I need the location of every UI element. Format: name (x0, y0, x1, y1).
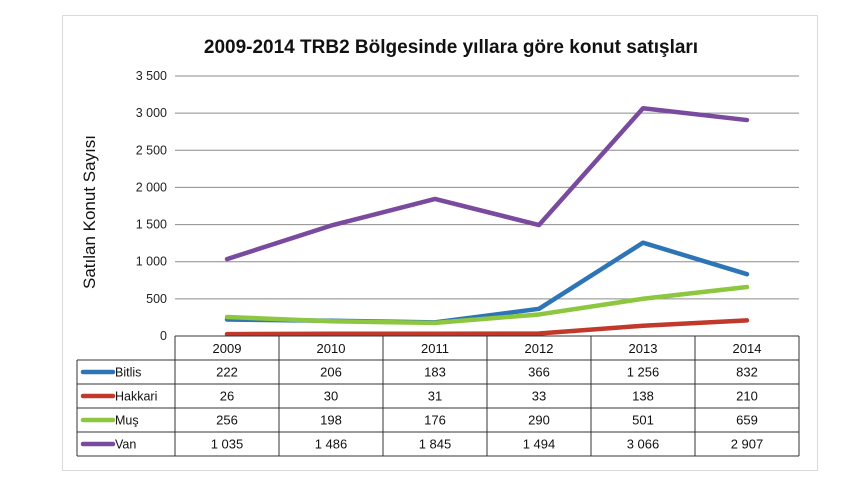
data-label: 210 (736, 389, 758, 404)
data-label: 3 066 (627, 437, 660, 452)
series-line-bitlis (224, 240, 750, 325)
data-label: 222 (216, 365, 238, 380)
x-tick-label: 2009 (213, 341, 242, 356)
y-tick-label: 3 500 (136, 69, 167, 83)
data-label: 1 486 (315, 437, 348, 452)
y-tick-label: 3 000 (136, 106, 167, 120)
data-label: 31 (428, 389, 442, 404)
data-label: 1 035 (211, 437, 244, 452)
series-line-muş (224, 284, 750, 326)
y-axis-label: Satılan Konut Sayısı (80, 135, 99, 289)
x-tick-label: 2012 (525, 341, 554, 356)
data-label: 659 (736, 413, 758, 428)
data-label: 832 (736, 365, 758, 380)
legend-label: Hakkari (115, 390, 157, 404)
y-tick-label: 1 500 (136, 218, 167, 232)
x-tick-label: 2014 (733, 341, 762, 356)
data-label: 176 (424, 413, 446, 428)
legend-label: Van (115, 438, 136, 452)
y-tick-label: 1 000 (136, 255, 167, 269)
data-label: 1 256 (627, 365, 660, 380)
series-lines (224, 105, 750, 337)
chart-frame: 2009-2014 TRB2 Bölgesinde yıllara göre k… (62, 15, 818, 471)
data-label: 198 (320, 413, 342, 428)
data-label: 256 (216, 413, 238, 428)
y-tick-label: 2 000 (136, 180, 167, 194)
data-table: 2009 2010 2011 2012 2013 2014 Bitlis 222 206 183 3… (76, 335, 800, 457)
x-tick-label: 2010 (317, 341, 346, 356)
y-tick-labels: 0 500 1 000 1 500 2 000 2 500 3 000 3 500 (136, 69, 167, 343)
data-label: 290 (528, 413, 550, 428)
y-tick-label: 0 (160, 329, 167, 343)
data-label: 30 (324, 389, 338, 404)
y-tick-label: 500 (146, 292, 167, 306)
y-tick-label: 2 500 (136, 143, 167, 157)
chart-title: 2009-2014 TRB2 Bölgesinde yıllara göre k… (204, 37, 698, 58)
data-label: 26 (220, 389, 234, 404)
data-label: 2 907 (731, 437, 764, 452)
x-tick-label: 2011 (421, 341, 449, 356)
x-tick-label: 2013 (629, 341, 658, 356)
data-label: 1 845 (419, 437, 452, 452)
data-label: 183 (424, 365, 446, 380)
gridlines (175, 75, 799, 337)
data-label: 33 (532, 389, 546, 404)
series-line-hakkari (224, 318, 750, 337)
data-label: 138 (632, 389, 654, 404)
legend-label: Muş (115, 414, 139, 428)
data-label: 1 494 (523, 437, 556, 452)
data-label: 366 (528, 365, 550, 380)
data-label: 206 (320, 365, 342, 380)
series-line-van (224, 105, 750, 262)
legend-label: Bitlis (115, 366, 141, 380)
line-chart: 2009-2014 TRB2 Bölgesinde yıllara göre k… (76, 37, 800, 457)
data-label: 501 (632, 413, 654, 428)
